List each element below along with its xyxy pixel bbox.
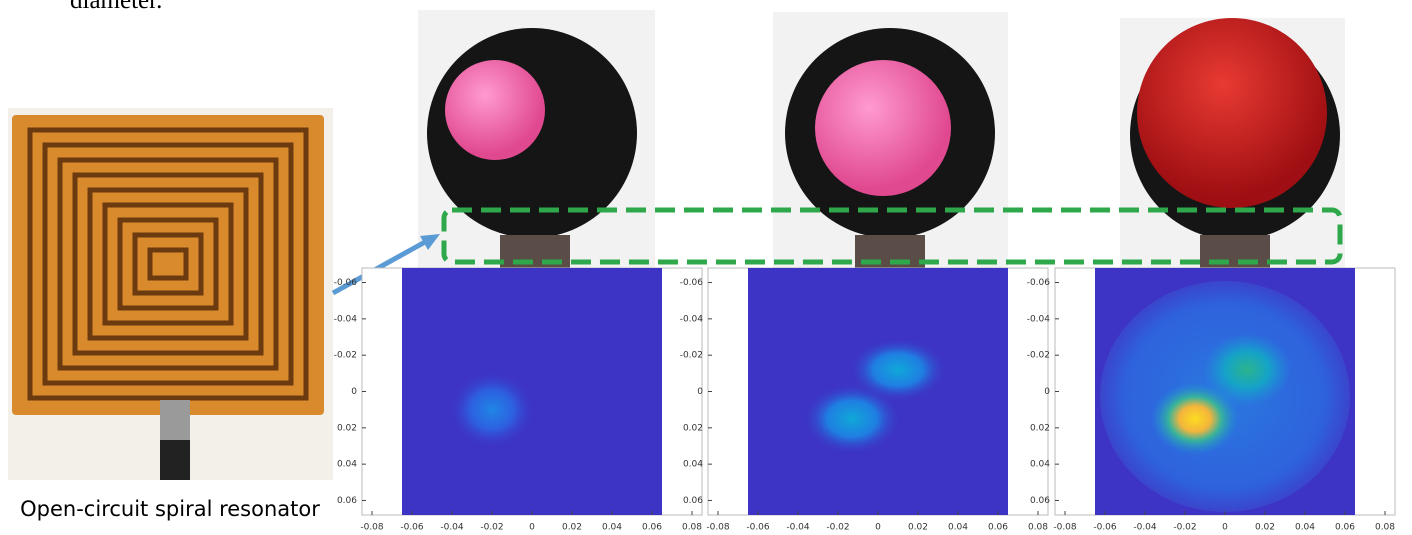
heatmap-blob [848,337,948,402]
y-tick-label: -0.06 [680,278,704,288]
y-tick-label: 0.06 [1030,496,1050,506]
y-tick-label: 0.04 [683,460,703,470]
balloon-photo [773,12,1008,268]
x-tick-label: 0.08 [682,523,702,533]
balloon-photo [1120,18,1345,268]
x-tick-label: 0.04 [948,523,968,533]
x-tick-label: -0.04 [786,523,810,533]
x-tick-label: -0.04 [1133,523,1157,533]
x-tick-label: 0.04 [1295,523,1315,533]
figure: diameter. Open-circuit spiral resonator [0,0,1412,535]
x-tick-label: 0.06 [1335,523,1355,533]
x-tick-label: 0.06 [642,523,662,533]
caption: Open-circuit spiral resonator [20,497,320,521]
y-tick-label: 0 [697,387,703,397]
resonator-photo [8,108,333,480]
y-tick-label: -0.06 [1027,278,1051,288]
heatmap [1055,268,1395,515]
x-tick-label: -0.02 [1173,523,1196,533]
heatmap-field [402,268,662,515]
x-tick-label: 0 [875,523,881,533]
y-tick-label: -0.04 [1027,314,1051,324]
x-tick-label: -0.06 [746,523,770,533]
x-tick-label: 0.02 [562,523,582,533]
x-tick-label: -0.06 [1093,523,1117,533]
y-tick-label: -0.04 [334,314,358,324]
heatmap [362,268,702,515]
y-tick-label: 0.02 [337,423,357,433]
y-tick-label: -0.06 [334,278,358,288]
y-tick-label: 0.04 [337,460,357,470]
x-tick-label: 0.02 [908,523,928,533]
y-tick-label: -0.02 [680,351,703,361]
y-tick-label: 0 [1044,387,1050,397]
x-tick-label: 0.08 [1375,523,1395,533]
x-tick-label: -0.08 [360,523,384,533]
x-tick-label: 0 [1222,523,1228,533]
y-tick-label: 0.04 [1030,460,1050,470]
y-tick-label: 0.02 [683,423,703,433]
balloon-photo [418,10,655,268]
y-tick-label: -0.04 [680,314,704,324]
x-tick-label: -0.02 [480,523,503,533]
x-tick-label: -0.08 [706,523,730,533]
y-tick-label: 0.06 [683,496,703,506]
x-tick-label: 0.06 [988,523,1008,533]
x-tick-label: 0.04 [602,523,622,533]
heatmap-blob [1203,333,1291,406]
y-tick-label: 0.06 [337,496,357,506]
y-tick-label: 0 [351,387,357,397]
x-tick-label: 0.02 [1255,523,1275,533]
x-tick-label: 0 [529,523,535,533]
y-tick-label: -0.02 [1027,351,1050,361]
x-tick-label: -0.08 [1053,523,1077,533]
x-tick-label: -0.02 [826,523,849,533]
header-text: diameter. [70,0,162,14]
x-tick-label: 0.08 [1028,523,1048,533]
x-tick-label: -0.06 [400,523,424,533]
x-tick-label: -0.04 [440,523,464,533]
y-tick-label: 0.02 [1030,423,1050,433]
heatmap [708,268,1048,515]
heatmap-blob [448,370,536,450]
y-tick-label: -0.02 [334,351,357,361]
